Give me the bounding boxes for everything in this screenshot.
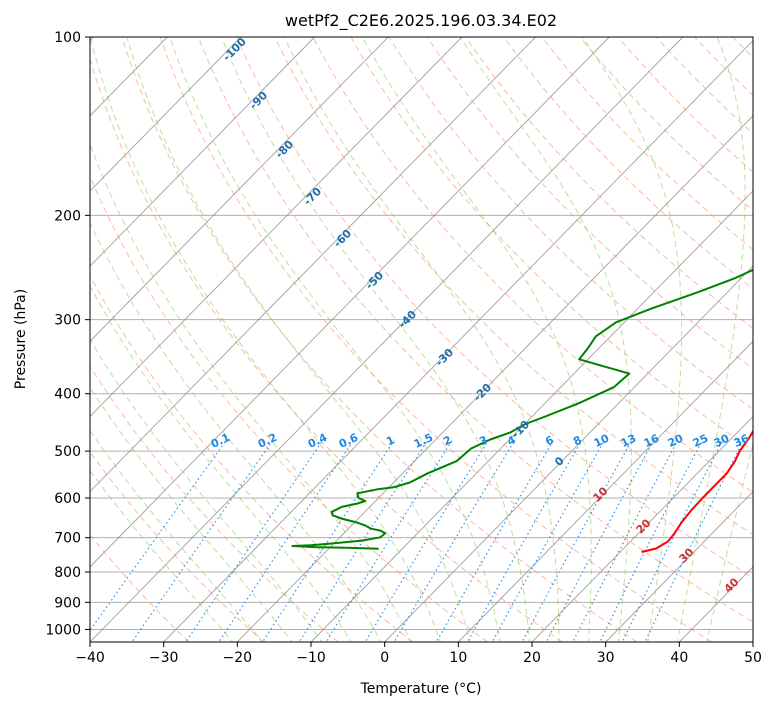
dry-adiabat [771, 37, 775, 642]
x-tick-label: 10 [449, 650, 467, 666]
mixing-ratio-line [130, 441, 273, 645]
mixing-ratio-line [261, 441, 394, 645]
mixing-ratio-line [364, 441, 488, 645]
moist-adiabat [59, 37, 412, 644]
mixing-ratio-label: 0.6 [337, 431, 360, 451]
x-tick-label: −20 [223, 650, 253, 666]
moist-adiabat-label: 10 [591, 484, 611, 504]
x-axis-label: Temperature (°C) [360, 681, 482, 697]
y-tick-label: 100 [54, 30, 81, 46]
dry-adiabat [580, 37, 775, 642]
dry-adiabat [0, 37, 264, 642]
isotherm [385, 37, 775, 642]
mixing-ratio-label: 0.1 [209, 431, 232, 451]
dry-adiabat [275, 37, 775, 642]
isotherm [0, 37, 315, 642]
y-axis-label: Pressure (hPa) [13, 289, 29, 389]
isotherm-gridlines [0, 37, 775, 642]
moist-adiabat-label: 20 [634, 516, 654, 536]
isotherm [16, 37, 609, 642]
x-tick-label: 0 [380, 650, 389, 666]
line-labels: -100-90-80-70-60-50-40-30-20-10010203040… [209, 35, 752, 596]
dry-adiabat [122, 37, 637, 642]
y-tick-label: 300 [54, 313, 81, 329]
plot-frame [90, 37, 753, 642]
isotherm [164, 37, 757, 642]
moist-adiabat [0, 37, 323, 644]
isotherm [753, 37, 775, 642]
mixing-ratio-line [491, 441, 604, 645]
y-tick-label: 1000 [45, 622, 81, 638]
moist-adiabat [362, 37, 591, 644]
dry-adiabat [733, 37, 775, 642]
mixing-ratio-label: 36 [732, 432, 752, 450]
mixing-ratio-line [184, 441, 323, 645]
mixing-ratio-label: 0.2 [256, 431, 279, 451]
moist-adiabats [0, 37, 775, 644]
mixing-ratio-line [466, 441, 582, 645]
x-tick-label: 20 [523, 650, 541, 666]
mixing-ratio-label: 16 [642, 432, 662, 450]
y-tick-label: 700 [54, 531, 81, 547]
moist-adiabat [0, 37, 235, 644]
dry-adiabat [656, 37, 775, 642]
isotherm [532, 37, 775, 642]
x-tick-label: 30 [597, 650, 615, 666]
mixing-ratio-line [393, 441, 515, 645]
mixing-ratio-label: 1 [384, 433, 396, 448]
y-tick-label: 500 [54, 444, 81, 460]
dry-adiabat-label: -50 [363, 269, 386, 292]
mixing-ratio-line [599, 441, 703, 645]
y-tick-label: 800 [54, 565, 81, 581]
background-lines [0, 37, 775, 644]
y-axis: 100 200 300 400 500 600 700 800 900 1000 [45, 30, 90, 638]
mixing-ratio-label: 1.5 [412, 431, 435, 451]
x-tick-label: −30 [149, 650, 179, 666]
isotherm [311, 37, 775, 642]
moist-adiabat [284, 37, 559, 644]
dry-adiabat-label: -90 [247, 89, 270, 112]
dry-adiabat [160, 37, 712, 642]
mixing-ratio-label: 13 [619, 432, 638, 450]
x-tick-label: −10 [296, 650, 326, 666]
moist-adiabat [90, 37, 441, 644]
mixing-ratio-label: 10 [592, 432, 612, 450]
x-tick-label: −40 [75, 650, 105, 666]
dry-adiabat [46, 37, 488, 642]
mixing-ratio-label: 0.4 [306, 431, 329, 451]
temperature-profile [642, 37, 775, 552]
mixing-ratio-label: 2 [441, 433, 453, 448]
dry-adiabat-label: -30 [433, 346, 456, 369]
y-tick-label: 200 [54, 208, 81, 224]
dry-adiabat [694, 37, 775, 642]
dry-adiabat-label: 0 [552, 454, 567, 469]
x-tick-label: 50 [744, 650, 762, 666]
moist-adiabat [6, 37, 352, 644]
x-tick-label: 40 [670, 650, 688, 666]
dry-adiabat-label: -80 [273, 138, 296, 161]
chart-title: wetPf2_C2E6.2025.196.03.34.E02 [285, 11, 557, 31]
y-tick-label: 600 [54, 491, 81, 507]
dry-adiabat [504, 37, 775, 642]
y-tick-label: 400 [54, 387, 81, 403]
dry-adiabats [0, 37, 775, 642]
dry-adiabat-label: -40 [396, 308, 419, 331]
mixing-ratio-label: 25 [691, 432, 710, 450]
dry-adiabat-label: -100 [220, 35, 249, 64]
mixing-ratio-label: 20 [666, 432, 686, 450]
moist-adiabat-label: 30 [677, 545, 697, 565]
isotherm [0, 37, 388, 642]
x-axis: −40 −30 −20 −10 0 10 20 30 40 50 [75, 642, 762, 666]
isotherm [0, 37, 462, 642]
dry-adiabat [313, 37, 775, 642]
isotherm [0, 37, 536, 642]
dry-adiabat [8, 37, 413, 642]
moist-adiabat [0, 37, 294, 644]
y-tick-label: 900 [54, 595, 81, 611]
moist-adiabat [170, 37, 500, 644]
moist-adiabat-label: 40 [722, 575, 742, 595]
dry-adiabat [427, 37, 775, 642]
